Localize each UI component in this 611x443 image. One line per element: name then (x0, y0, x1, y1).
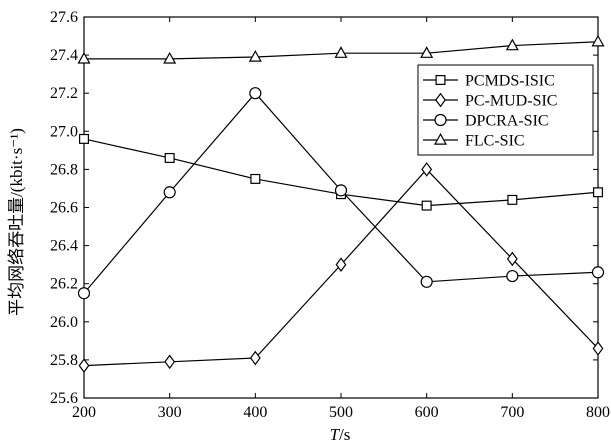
legend-label: DPCRA-SIC (465, 113, 549, 130)
legend-marker-square (435, 74, 446, 85)
x-tick-label: 700 (500, 404, 524, 421)
data-point-triangle (163, 51, 177, 64)
y-tick-label: 26.2 (50, 276, 78, 293)
data-point-triangle (248, 49, 262, 62)
data-point-square (592, 187, 603, 198)
data-point-triangle (591, 34, 605, 47)
data-point-square (421, 200, 432, 211)
data-point-circle (591, 266, 605, 279)
data-point-diamond (78, 358, 90, 373)
data-point-diamond (506, 251, 518, 267)
x-axis-title: T/s (330, 425, 351, 443)
y-tick-label: 26.8 (50, 161, 78, 178)
data-point-diamond (421, 162, 433, 177)
y-tick-label: 27.2 (50, 85, 78, 102)
data-point-triangle (505, 38, 519, 51)
legend-label: PCMDS-ISIC (465, 73, 555, 90)
y-tick-label: 25.8 (50, 352, 78, 369)
data-point-diamond (249, 350, 261, 366)
data-point-diamond (335, 257, 347, 272)
data-point-triangle (420, 46, 434, 58)
legend-label: PC-MUD-SIC (465, 93, 557, 110)
data-point-circle (163, 186, 176, 199)
data-point-square (78, 133, 89, 144)
axis-ticks: 200 300 400 500 600 700 800 25.6 25.8 26.0 26.2 26.… (50, 9, 610, 421)
y-tick-label: 26.4 (50, 238, 78, 255)
y-tick-label: 27.0 (50, 123, 78, 140)
legend-marker-circle (434, 113, 447, 127)
legend-label: FLC-SIC (465, 133, 525, 150)
data-point-diamond (592, 341, 604, 356)
x-tick-label: 800 (586, 404, 610, 421)
x-tick-label: 300 (158, 404, 182, 421)
y-axis-title: 平均网络吞吐量/(kbit·s⁻¹) (7, 128, 26, 316)
data-point-triangle (77, 51, 91, 64)
y-tick-label: 26.0 (50, 314, 78, 331)
x-tick-label: 200 (72, 404, 96, 421)
data-point-diamond (164, 354, 176, 370)
y-tick-label: 27.6 (50, 9, 78, 26)
y-tick-label: 25.6 (50, 390, 78, 407)
y-tick-label: 26.6 (50, 200, 78, 217)
y-tick-label: 27.4 (50, 47, 78, 64)
x-tick-label: 400 (243, 404, 267, 421)
data-point-circle (77, 287, 91, 300)
data-point-circle (420, 275, 433, 288)
x-tick-label: 600 (415, 404, 439, 421)
data-point-square (164, 152, 175, 163)
legend-marker-triangle (433, 132, 448, 145)
legend: PCMDS-ISIC PC-MUD-SIC DPCRA-SIC FLC-SIC (417, 64, 594, 156)
data-point-circle (249, 87, 262, 100)
x-tick-label: 500 (329, 404, 353, 421)
data-point-triangle (334, 46, 348, 58)
data-point-circle (506, 269, 519, 283)
series-markers (77, 34, 605, 373)
data-point-circle (334, 184, 348, 197)
x-axis-title-symbol: T (330, 425, 341, 443)
legend-marker-diamond (435, 92, 446, 108)
x-axis-title-unit: /s (339, 425, 350, 443)
data-point-square (507, 194, 518, 205)
data-point-square (250, 173, 261, 184)
